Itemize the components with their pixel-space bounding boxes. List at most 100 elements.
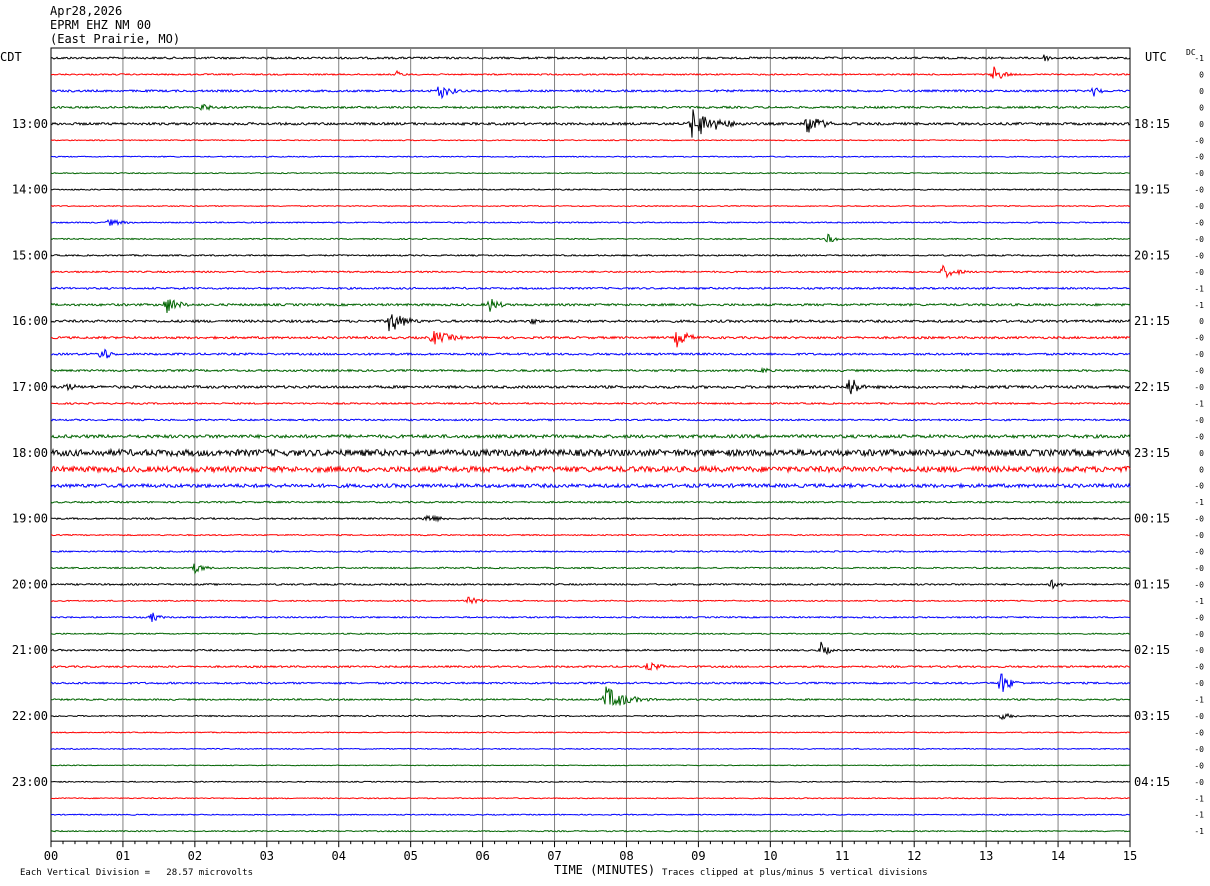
seismic-trace [50,330,1131,348]
seismic-trace [50,797,1131,800]
seismic-trace [50,632,1131,636]
right-time-label: 01:15 [1134,577,1170,591]
right-time-label: 04:15 [1134,775,1170,789]
left-time-label: 14:00 [12,183,48,197]
left-time-label: 21:00 [12,643,48,657]
right-time-label: 22:15 [1134,380,1170,394]
seismic-trace [50,673,1131,692]
dc-offset-label: -1 [1194,597,1204,606]
dc-offset-label: -1 [1194,498,1204,507]
seismic-trace [50,661,1131,671]
left-time-label: 16:00 [12,314,48,328]
seismic-trace [50,780,1131,783]
dc-offset-label: -0 [1194,564,1204,573]
right-time-label: 19:15 [1134,183,1170,197]
dc-offset-label: -0 [1194,416,1204,425]
scale-note: Each Vertical Division = 28.57 microvolt… [20,868,253,878]
seismic-trace [50,829,1131,833]
seismic-trace [50,731,1130,734]
seismic-trace [50,464,1131,474]
dc-offset-label: -0 [1194,515,1204,524]
x-tick-label: 03 [260,849,274,863]
seismic-trace [50,579,1131,590]
dc-offset-label: -0 [1194,186,1204,195]
dc-offset-label: -0 [1194,268,1204,277]
dc-offset-label: 0 [1199,87,1204,96]
seismic-trace [50,563,1131,575]
dc-offset-label: -0 [1194,153,1204,162]
dc-offset-label: -0 [1194,548,1204,557]
seismic-trace [50,264,1131,279]
dc-offset-label: -1 [1194,284,1204,293]
header-station: EPRM EHZ NM 00 [50,18,152,32]
seismic-trace [50,447,1131,458]
dc-offset-label: -0 [1194,630,1204,639]
seismic-trace [50,641,1131,656]
dc-offset-label: -0 [1194,613,1204,622]
seismic-trace [50,379,1131,395]
seismic-trace [51,514,1131,523]
right-time-label: 20:15 [1134,248,1170,262]
left-time-label: 15:00 [12,248,48,262]
seismic-trace [50,549,1131,554]
dc-offset-label: -0 [1194,580,1204,589]
seismic-trace [50,219,1131,227]
dc-offset-label: -0 [1194,251,1204,260]
right-timezone-label: UTC [1145,50,1167,64]
seismic-trace [50,103,1131,112]
seismic-trace [50,366,1131,374]
left-time-label: 17:00 [12,380,48,394]
clip-note: Traces clipped at plus/minus 5 vertical … [662,868,928,878]
dc-offset-label: -1 [1194,696,1204,705]
dc-label: DC [1186,48,1196,57]
seismic-trace [50,172,1131,175]
x-tick-label: 11 [835,849,849,863]
seismic-trace [50,54,1131,62]
seismic-trace [50,233,1131,243]
seismic-trace [50,747,1131,751]
right-time-label: 18:15 [1134,117,1170,131]
x-tick-label: 14 [1051,849,1065,863]
seismic-trace [50,418,1131,422]
dc-offset-label: -0 [1194,383,1204,392]
dc-offset-label: -0 [1194,745,1204,754]
x-tick-label: 01 [116,849,130,863]
seismic-trace [51,433,1131,440]
dc-offset-label: -0 [1194,663,1204,672]
seismic-trace [50,712,1131,721]
x-tick-label: 04 [332,849,346,863]
dc-offset-label: -0 [1194,646,1204,655]
seismic-trace [50,204,1131,208]
seismic-trace [50,299,1131,314]
seismic-trace [50,188,1131,191]
x-tick-label: 00 [44,849,58,863]
header-date: Apr28,2026 [50,4,123,18]
seismic-trace [51,401,1131,406]
dc-offset-label: -0 [1194,219,1204,228]
seismic-trace [50,66,1131,80]
x-tick-label: 08 [619,849,633,863]
x-tick-label: 07 [547,849,561,863]
dc-offset-label: -0 [1194,712,1204,721]
seismic-trace [50,109,1131,138]
seismic-trace [50,500,1131,504]
dc-offset-label: -1 [1194,794,1204,803]
seismic-trace [50,533,1131,537]
dc-offset-label: -0 [1194,169,1204,178]
dc-offset-label: 0 [1199,317,1204,326]
seismic-trace [50,813,1131,816]
seismic-trace [50,612,1131,623]
dc-offset-label: -0 [1194,350,1204,359]
right-time-label: 00:15 [1134,512,1170,526]
dc-offset-label: -1 [1194,827,1204,836]
left-time-label: 22:00 [12,709,48,723]
header-location: (East Prairie, MO) [50,32,181,46]
seismic-trace [50,596,1131,605]
seismic-trace [50,348,1131,359]
dc-offset-label: -0 [1194,728,1204,737]
dc-offset-label: 0 [1199,103,1204,112]
left-time-label: 20:00 [12,577,48,591]
dc-offset-label: -0 [1194,761,1204,770]
dc-offset-label: -1 [1194,399,1204,408]
x-tick-label: 13 [979,849,993,863]
